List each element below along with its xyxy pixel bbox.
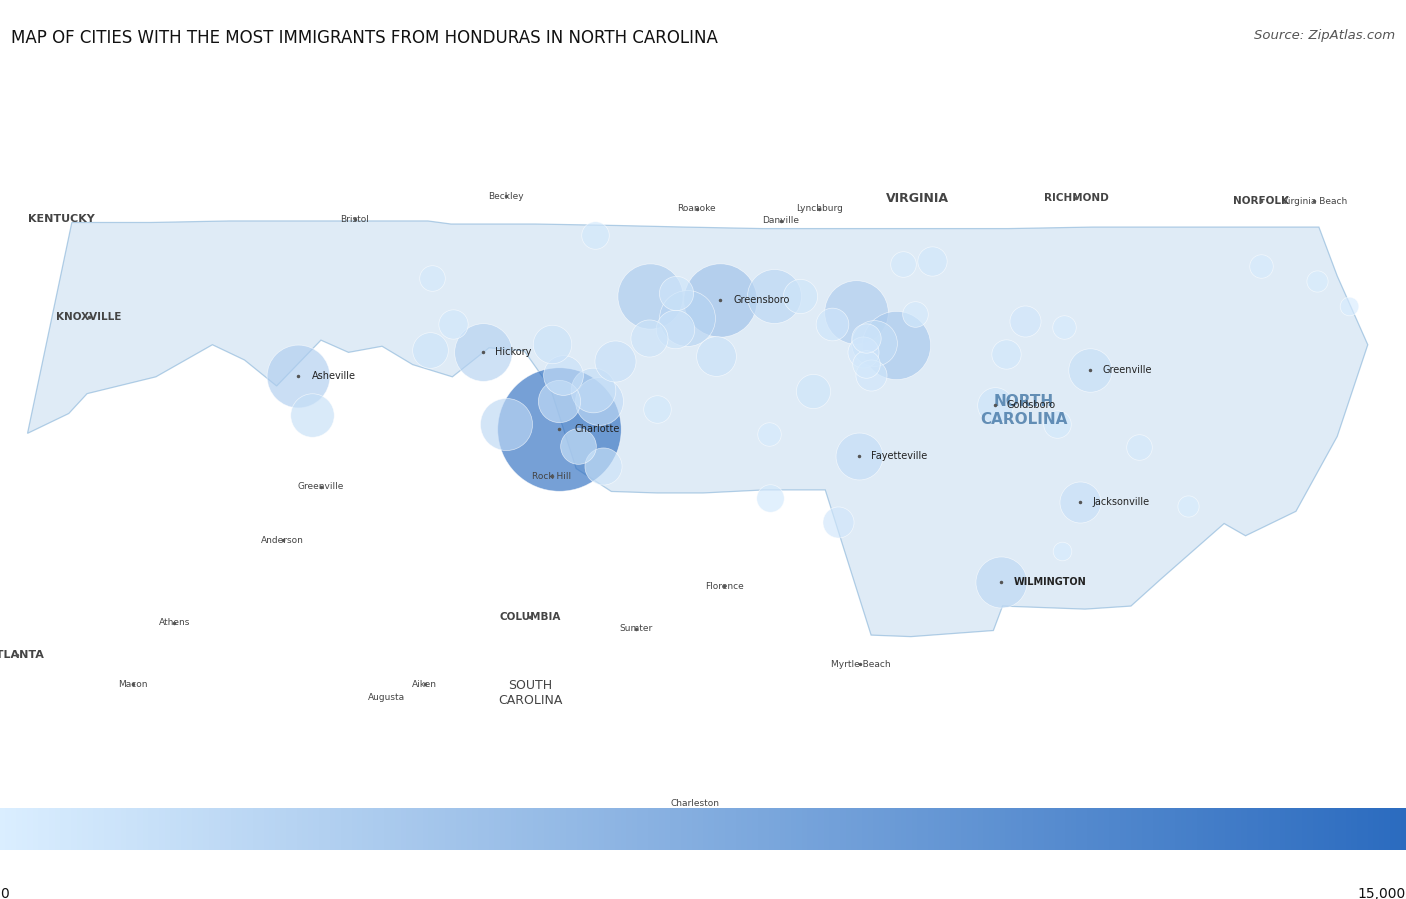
Text: KENTUCKY: KENTUCKY	[28, 215, 94, 225]
Point	[709, 293, 731, 307]
Point	[990, 575, 1012, 590]
Point	[567, 439, 589, 453]
Point	[759, 491, 782, 505]
Point	[547, 422, 569, 436]
Point	[1050, 544, 1073, 558]
Point	[419, 343, 441, 357]
Text: Beckley: Beckley	[488, 192, 523, 201]
Point	[420, 271, 443, 285]
Point	[1053, 320, 1076, 334]
Text: Virginia Beach: Virginia Beach	[1282, 197, 1347, 206]
Point	[665, 286, 688, 300]
Text: Augusta: Augusta	[368, 693, 405, 702]
Point	[1046, 416, 1069, 431]
Point	[588, 395, 610, 409]
Point	[664, 322, 686, 336]
Point	[1014, 314, 1036, 328]
Point	[848, 449, 870, 463]
Text: Rock Hill: Rock Hill	[531, 472, 571, 481]
Text: Bristol: Bristol	[340, 215, 368, 224]
Text: Charleston: Charleston	[671, 798, 720, 807]
Text: 15,000: 15,000	[1358, 886, 1406, 899]
Point	[821, 317, 844, 332]
Point	[1128, 441, 1150, 455]
Point	[1250, 259, 1272, 273]
Point	[605, 354, 627, 369]
Text: SOUTH
CAROLINA: SOUTH CAROLINA	[498, 679, 562, 708]
Point	[592, 459, 614, 474]
Point	[921, 254, 943, 268]
Text: Goldsboro: Goldsboro	[1007, 400, 1056, 410]
Point	[758, 427, 780, 441]
Text: Florence: Florence	[704, 582, 744, 591]
Point	[904, 307, 927, 322]
Point	[704, 349, 727, 363]
Text: Charlotte: Charlotte	[574, 424, 620, 434]
Point	[287, 369, 309, 383]
Text: Roanoke: Roanoke	[678, 204, 716, 213]
Point	[762, 289, 785, 304]
Point	[583, 227, 606, 242]
Point	[891, 256, 914, 271]
Point	[1177, 499, 1199, 513]
Text: WILMINGTON: WILMINGTON	[1014, 577, 1087, 587]
Text: Jacksonville: Jacksonville	[1092, 496, 1150, 506]
Point	[863, 336, 886, 351]
Point	[676, 311, 699, 325]
Text: MAP OF CITIES WITH THE MOST IMMIGRANTS FROM HONDURAS IN NORTH CAROLINA: MAP OF CITIES WITH THE MOST IMMIGRANTS F…	[11, 29, 718, 47]
Text: 0: 0	[0, 886, 8, 899]
Point	[541, 337, 564, 352]
Point	[845, 305, 868, 319]
Point	[495, 417, 517, 432]
Text: Greenville: Greenville	[1102, 365, 1152, 375]
Text: Asheville: Asheville	[312, 371, 356, 381]
Point	[645, 402, 668, 416]
Point	[640, 289, 662, 303]
Polygon shape	[28, 221, 1368, 636]
Point	[553, 368, 575, 382]
Text: NORTH
CAROLINA: NORTH CAROLINA	[980, 395, 1067, 427]
Text: NORFOLK: NORFOLK	[1233, 196, 1289, 206]
Point	[1078, 363, 1101, 378]
Text: VIRGINIA: VIRGINIA	[886, 191, 949, 204]
Text: Lynchburg: Lynchburg	[796, 204, 842, 213]
Point	[1337, 299, 1360, 314]
Text: Danville: Danville	[762, 217, 800, 226]
Point	[995, 346, 1018, 360]
Text: Greensboro: Greensboro	[734, 295, 790, 305]
Text: COLUMBIA: COLUMBIA	[499, 611, 561, 622]
Text: Aiken: Aiken	[412, 680, 437, 689]
Point	[827, 515, 849, 530]
Point	[852, 345, 875, 360]
Text: RICHMOND: RICHMOND	[1043, 193, 1108, 203]
Text: Myrtle Beach: Myrtle Beach	[831, 660, 890, 669]
Text: Macon: Macon	[118, 680, 148, 689]
Text: Athens: Athens	[159, 619, 190, 628]
Point	[582, 382, 605, 396]
Point	[789, 289, 811, 304]
Text: Fayetteville: Fayetteville	[872, 450, 928, 461]
Point	[547, 394, 569, 408]
Text: Greenville: Greenville	[298, 483, 344, 492]
Text: Sumter: Sumter	[619, 625, 652, 634]
Point	[855, 331, 877, 345]
Point	[441, 317, 464, 332]
Point	[1069, 494, 1091, 509]
Text: Hickory: Hickory	[495, 347, 531, 357]
Point	[1306, 273, 1329, 288]
Point	[983, 398, 1005, 413]
Point	[884, 338, 907, 352]
Text: Source: ZipAtlas.com: Source: ZipAtlas.com	[1254, 29, 1395, 41]
Point	[855, 357, 877, 371]
Point	[860, 368, 883, 382]
Point	[801, 383, 824, 397]
Point	[471, 344, 494, 359]
Text: ATLANTA: ATLANTA	[0, 650, 45, 660]
Point	[301, 408, 323, 423]
Point	[638, 331, 661, 345]
Text: Anderson: Anderson	[262, 536, 304, 545]
Text: KNOXVILLE: KNOXVILLE	[56, 312, 121, 322]
